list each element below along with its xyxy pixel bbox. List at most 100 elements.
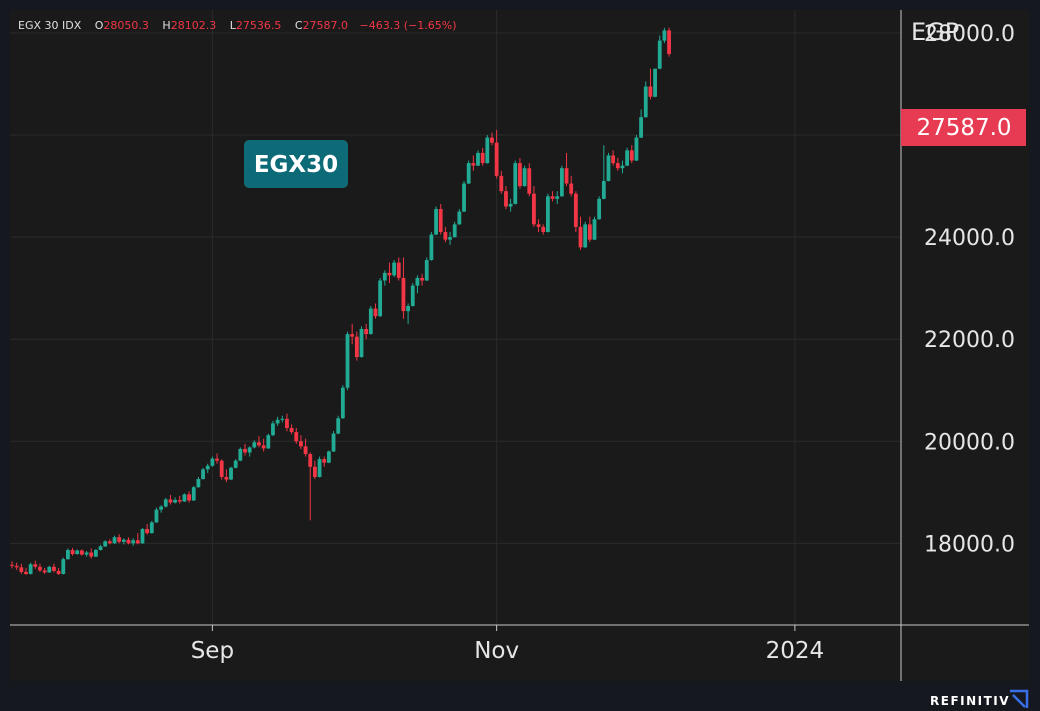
candle — [522, 165, 527, 187]
candle-body — [10, 564, 14, 566]
candle — [210, 456, 215, 467]
candle-body — [140, 529, 145, 544]
candle-body — [452, 224, 457, 238]
candle — [84, 550, 89, 557]
candle — [340, 385, 345, 419]
candle-body — [546, 196, 550, 233]
candle — [70, 547, 75, 556]
candle — [135, 533, 140, 545]
candle-body — [243, 448, 247, 453]
candle-body — [103, 541, 108, 547]
x-tick-label: 2024 — [766, 638, 825, 664]
candle — [573, 191, 578, 233]
candle — [191, 486, 196, 501]
candle — [448, 232, 452, 245]
candle-body — [163, 499, 168, 507]
candle — [336, 415, 341, 435]
candle-body — [257, 442, 261, 446]
candle-body — [322, 459, 327, 463]
candle-body — [126, 539, 131, 544]
candle — [434, 206, 438, 236]
y-tick-label: 18000.0 — [924, 532, 1015, 557]
candle-body — [532, 193, 536, 225]
time-axis[interactable]: Sep Nov 2024 — [191, 625, 824, 664]
candle — [159, 505, 164, 513]
candle — [80, 549, 84, 556]
high-value: 28102.3 — [171, 19, 217, 32]
candle-body — [224, 476, 229, 480]
candle — [466, 160, 471, 185]
candle-body — [471, 163, 476, 166]
candles — [10, 27, 671, 575]
candle-body — [271, 423, 275, 436]
candle-body — [210, 458, 215, 466]
candle-body — [592, 219, 597, 240]
candle-body — [215, 458, 219, 461]
y-tick-label: 28000.0 — [924, 22, 1015, 47]
candle — [89, 548, 94, 559]
candle — [289, 424, 294, 435]
candle — [536, 219, 541, 233]
candle-body — [173, 499, 177, 503]
candle-body — [508, 203, 513, 207]
candle-body — [182, 494, 187, 502]
candle — [196, 476, 201, 488]
candle-body — [667, 30, 671, 55]
candle — [513, 160, 518, 205]
candle — [499, 170, 504, 194]
candle-body — [476, 152, 480, 166]
candle — [103, 540, 108, 547]
candle-body — [205, 465, 210, 470]
candle-body — [38, 566, 42, 571]
low-value: 27536.5 — [236, 19, 282, 32]
candle — [98, 544, 103, 551]
candle — [177, 495, 182, 504]
candle-body — [98, 546, 103, 550]
candle-body — [410, 285, 415, 307]
candle — [280, 415, 285, 423]
last-price-label: 27587.0 — [916, 115, 1011, 141]
candle-body — [187, 494, 191, 501]
candle-body — [70, 549, 75, 555]
candle-body — [541, 226, 546, 233]
brand-label: REFINITIV — [930, 694, 1010, 708]
candle — [257, 436, 261, 448]
candle-body — [201, 469, 205, 480]
candle-body — [448, 237, 452, 240]
candle-body — [340, 387, 345, 419]
candle — [252, 440, 257, 449]
open-value: 28050.3 — [103, 19, 149, 32]
candle — [657, 35, 662, 70]
candle — [625, 147, 630, 167]
candle — [140, 528, 145, 544]
x-tick-label: Nov — [474, 638, 519, 664]
candle-body — [527, 168, 532, 194]
candle — [294, 427, 299, 444]
candle — [504, 186, 508, 210]
candle — [615, 158, 620, 171]
candle — [201, 467, 205, 480]
candle-body — [289, 427, 294, 433]
candle-body — [438, 209, 443, 233]
candle — [19, 563, 24, 574]
candle-body — [406, 306, 410, 312]
candle — [546, 193, 550, 233]
candle-body — [261, 445, 266, 449]
candle — [494, 129, 499, 179]
close-key: C — [295, 19, 303, 32]
candle — [368, 306, 373, 335]
candle — [52, 563, 56, 573]
candle — [667, 27, 671, 57]
candle-body — [294, 432, 299, 442]
candle — [406, 303, 410, 324]
candle — [583, 221, 588, 248]
candle — [620, 160, 625, 174]
candle — [634, 135, 639, 162]
candle — [33, 560, 38, 569]
candle-body — [33, 564, 38, 567]
candle — [331, 431, 336, 452]
candle-body — [387, 272, 392, 276]
candle — [266, 433, 271, 449]
symbol-badge-label: EGX30 — [254, 152, 338, 178]
candle-body — [625, 150, 630, 166]
